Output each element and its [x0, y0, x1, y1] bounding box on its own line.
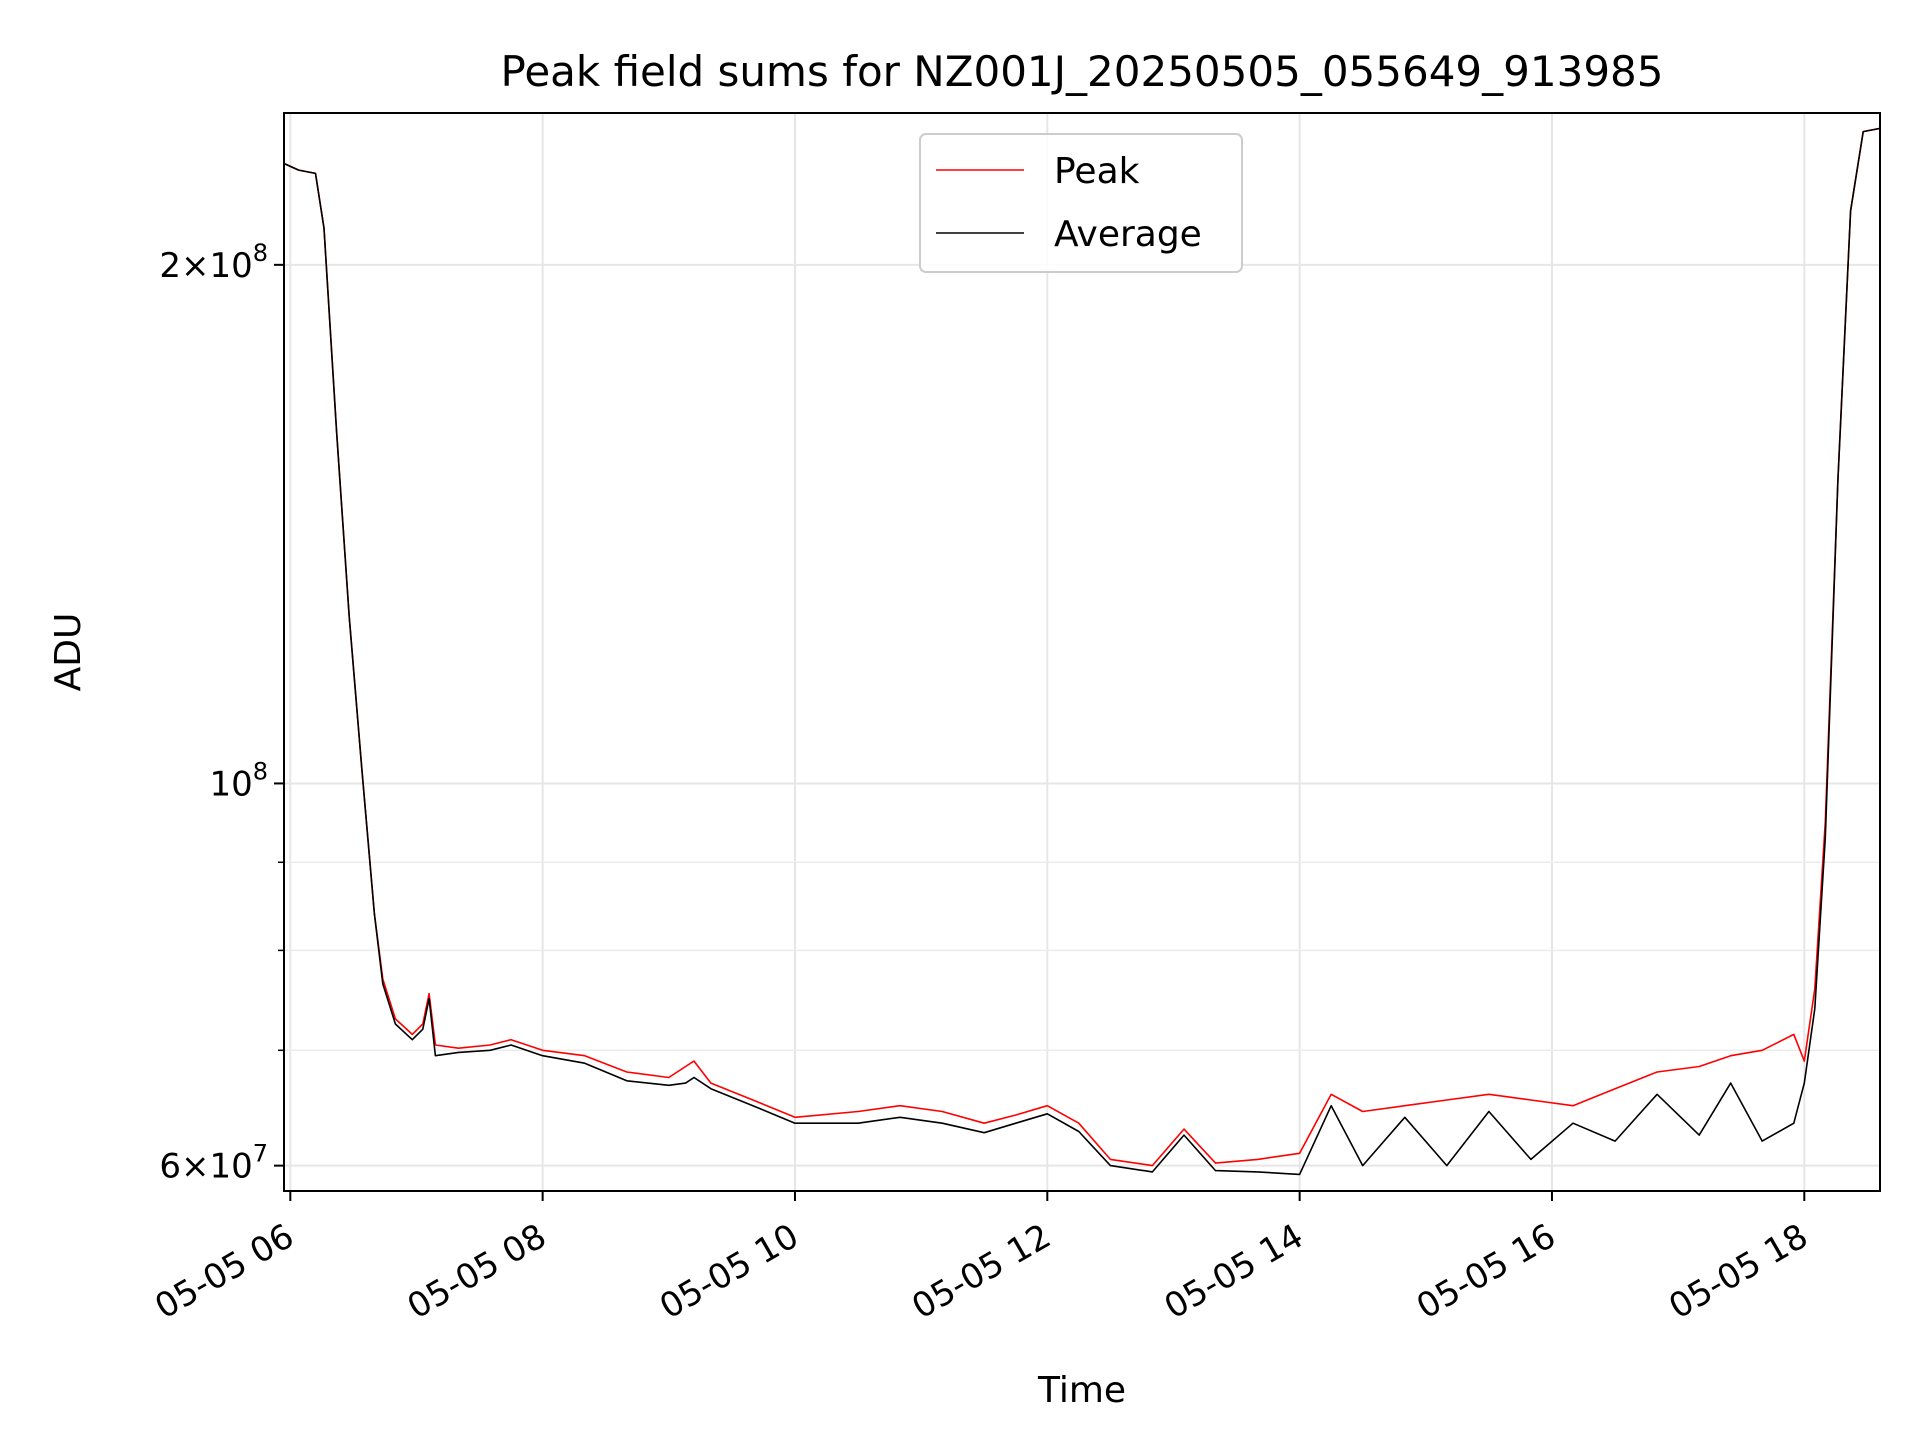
y-tick-label-exponent: 7	[253, 1140, 268, 1168]
legend: Peak Average	[919, 133, 1243, 273]
plot-area	[283, 127, 1881, 1176]
y-tick-label-base: 10	[209, 764, 252, 804]
y-tick-label: 6×107	[159, 1140, 268, 1187]
y-tick-label-base: 2×10	[159, 246, 252, 286]
y-tick-label: 108	[209, 757, 268, 804]
legend-label-average: Average	[1054, 214, 1202, 255]
y-axis-title: ADU	[48, 613, 89, 692]
series-line-average	[283, 127, 1881, 1176]
y-tick-label: 2×108	[159, 239, 268, 286]
legend-box	[919, 133, 1243, 273]
y-tick-label-exponent: 8	[253, 757, 268, 785]
y-tick-label-base: 6×10	[159, 1147, 252, 1187]
series-line-peak	[283, 127, 1881, 1167]
legend-label-peak: Peak	[1054, 151, 1140, 192]
plot-frame	[283, 112, 1881, 1192]
y-tick-label-exponent: 8	[253, 239, 268, 267]
x-axis-title: Time	[1037, 1370, 1126, 1411]
chart-title: Peak field sums for NZ001J_20250505_0556…	[501, 47, 1664, 96]
